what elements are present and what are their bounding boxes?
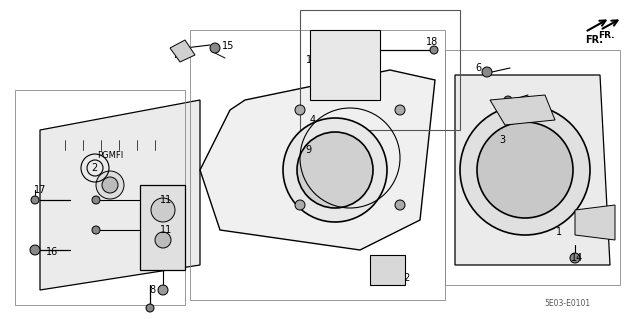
Circle shape	[295, 105, 305, 115]
Bar	[190, 30, 445, 300]
Circle shape	[327, 47, 363, 83]
Circle shape	[504, 96, 512, 104]
Circle shape	[158, 285, 168, 295]
Text: 13: 13	[504, 100, 516, 110]
Circle shape	[395, 200, 405, 210]
Polygon shape	[310, 30, 380, 100]
Text: 12: 12	[399, 273, 411, 283]
Polygon shape	[40, 100, 200, 290]
Text: 6: 6	[475, 63, 481, 73]
Circle shape	[92, 226, 100, 234]
Circle shape	[460, 105, 590, 235]
Circle shape	[31, 196, 39, 204]
Text: 10: 10	[306, 55, 318, 65]
Text: 15: 15	[222, 41, 234, 51]
Text: 7: 7	[172, 50, 178, 60]
Text: 4: 4	[310, 115, 316, 125]
Circle shape	[395, 105, 405, 115]
Text: 11: 11	[160, 195, 172, 205]
Text: PGMFI: PGMFI	[97, 151, 123, 160]
Circle shape	[96, 171, 124, 199]
Circle shape	[297, 132, 373, 208]
Circle shape	[477, 122, 573, 218]
Text: 5E03-E0101: 5E03-E0101	[544, 299, 590, 308]
Polygon shape	[290, 100, 420, 215]
Text: 16: 16	[46, 247, 58, 257]
Bar	[300, 10, 460, 130]
Text: 17: 17	[34, 185, 46, 195]
Circle shape	[146, 304, 154, 312]
Circle shape	[283, 118, 387, 222]
Polygon shape	[490, 95, 555, 125]
Text: 11: 11	[160, 225, 172, 235]
Circle shape	[210, 43, 220, 53]
Polygon shape	[455, 75, 610, 265]
Text: FR.: FR.	[585, 35, 603, 45]
Circle shape	[30, 245, 40, 255]
Polygon shape	[200, 70, 435, 250]
Circle shape	[311, 55, 325, 69]
Polygon shape	[170, 40, 195, 62]
Circle shape	[482, 67, 492, 77]
Circle shape	[92, 196, 100, 204]
Polygon shape	[140, 185, 185, 270]
Text: 3: 3	[499, 135, 505, 145]
Polygon shape	[370, 255, 405, 285]
Text: 2: 2	[92, 163, 98, 173]
Circle shape	[295, 200, 305, 210]
Circle shape	[570, 253, 580, 263]
Circle shape	[102, 177, 118, 193]
Circle shape	[155, 232, 171, 248]
Circle shape	[430, 46, 438, 54]
Text: 5: 5	[374, 267, 380, 277]
Text: 14: 14	[571, 253, 583, 263]
Circle shape	[379, 262, 395, 278]
Circle shape	[151, 198, 175, 222]
Text: 9: 9	[305, 145, 311, 155]
Text: 1: 1	[556, 227, 562, 237]
Text: 8: 8	[149, 285, 155, 295]
Text: 18: 18	[426, 37, 438, 47]
Circle shape	[335, 55, 355, 75]
Text: FR.: FR.	[598, 31, 614, 40]
Polygon shape	[575, 205, 615, 240]
